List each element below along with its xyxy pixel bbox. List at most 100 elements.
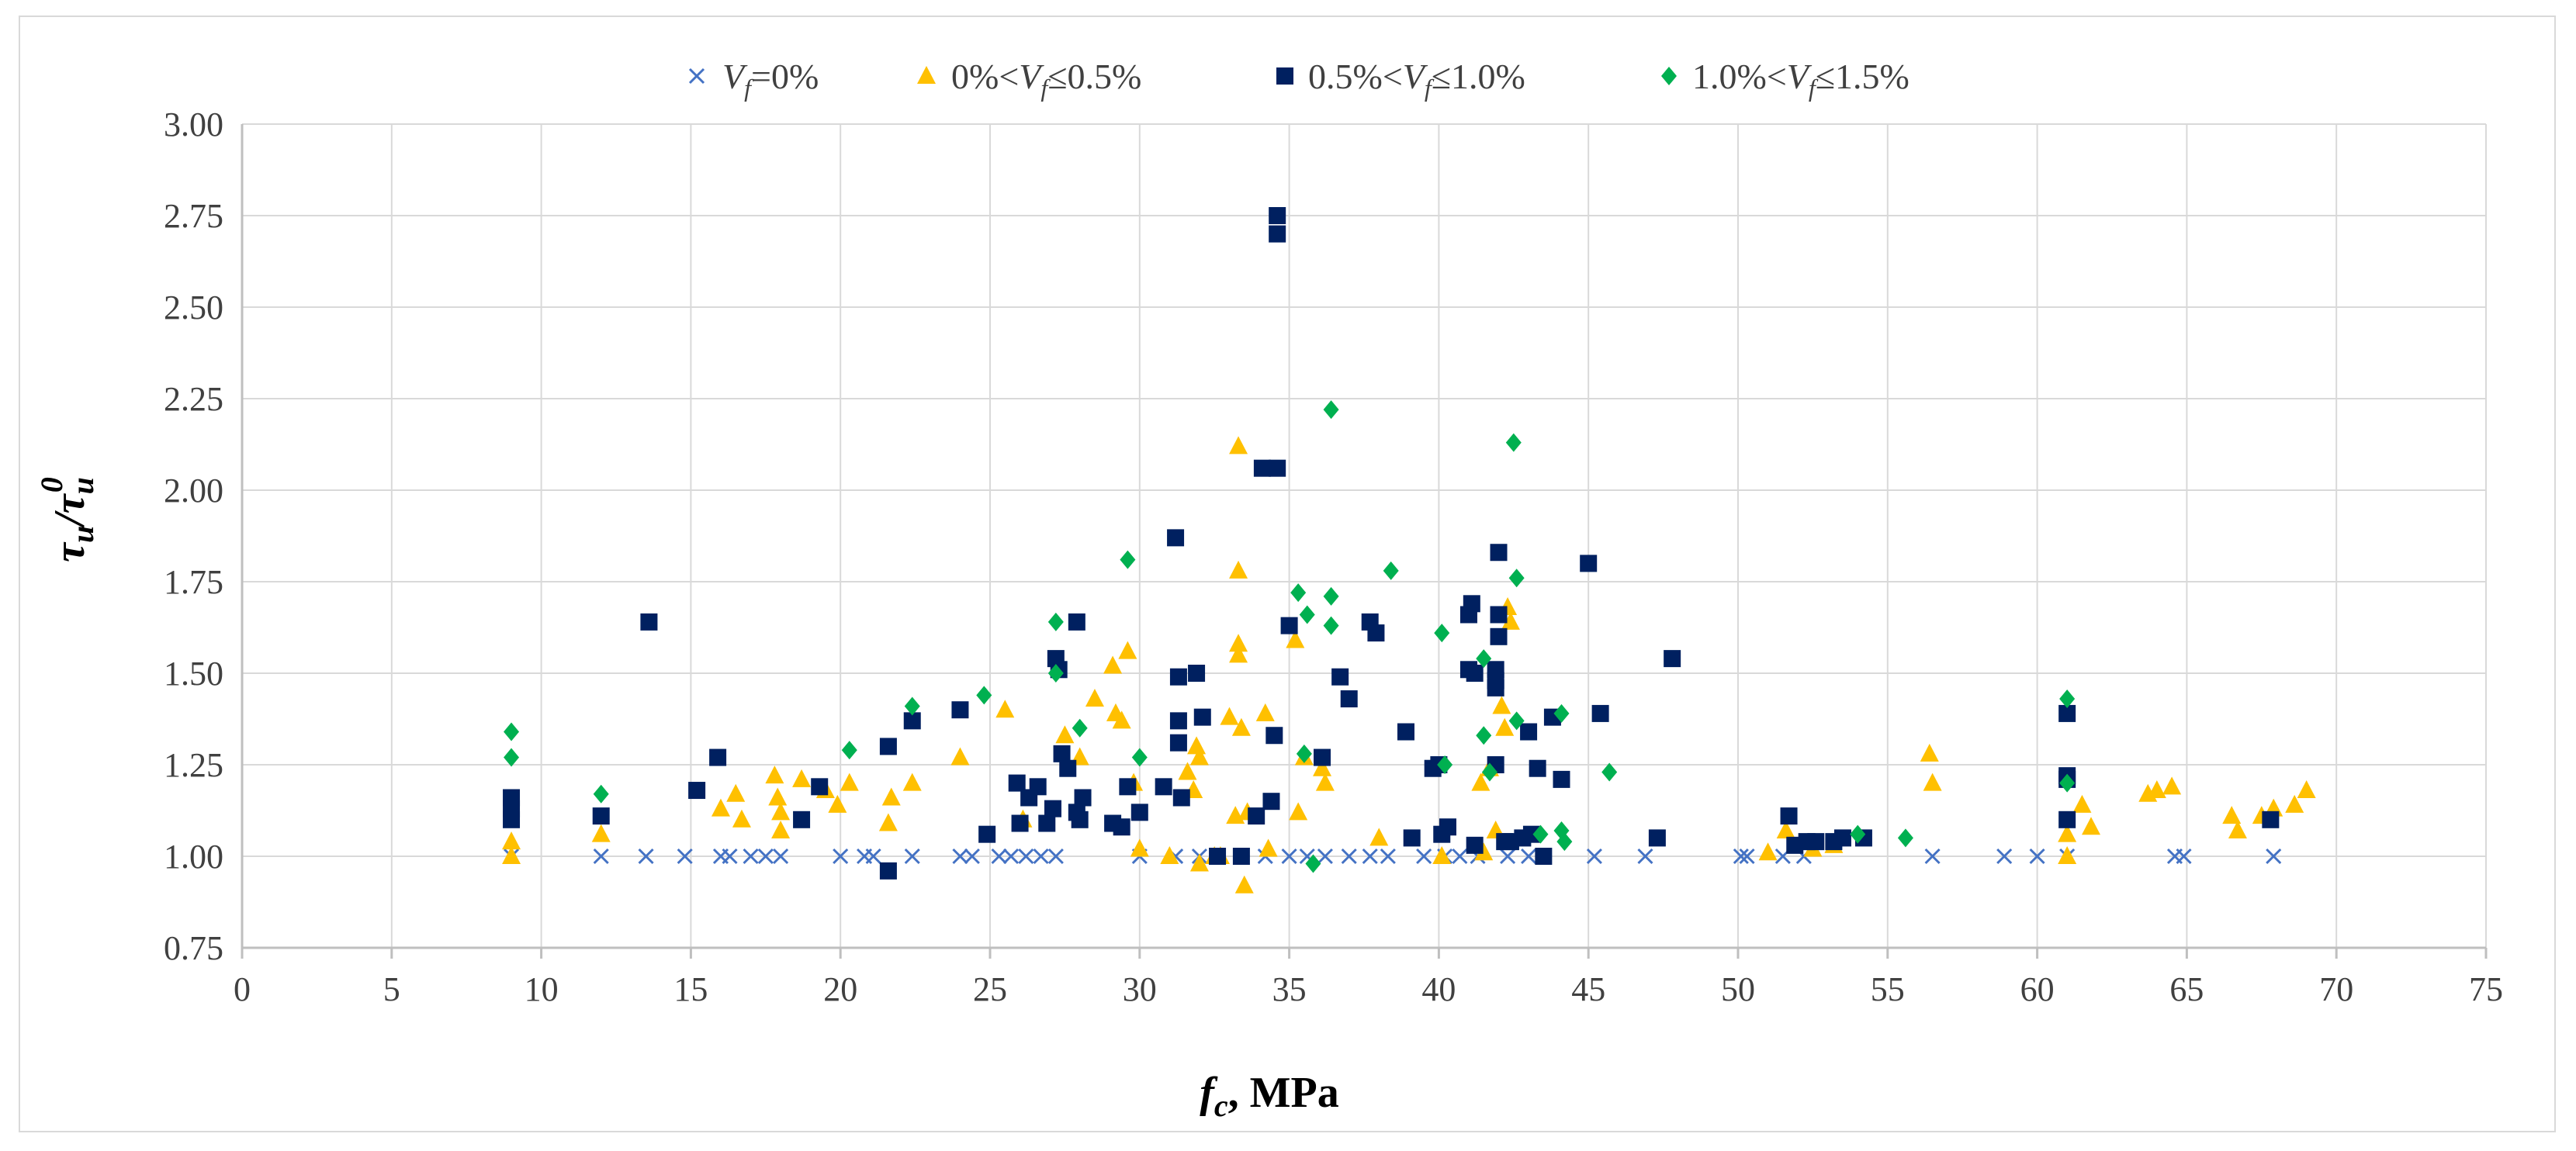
data-point [1758, 842, 1778, 861]
data-point [951, 701, 969, 719]
data-point [995, 700, 1015, 718]
x-stroke [964, 848, 980, 865]
data-point [1169, 712, 1187, 730]
x-stroke [2176, 848, 2192, 865]
data-point [640, 613, 658, 631]
data-point [991, 848, 1007, 865]
data-point [1112, 710, 1131, 729]
data-point [1521, 848, 1537, 865]
data-point [1160, 846, 1179, 864]
data-point [1033, 848, 1049, 865]
data-point [1229, 436, 1248, 455]
data-point [881, 787, 901, 806]
x-tick-label: 60 [2020, 970, 2055, 1008]
x-stroke [1033, 848, 1049, 865]
data-point [833, 848, 849, 865]
data-point [1780, 807, 1798, 825]
data-point [1340, 690, 1358, 708]
data-point [1296, 744, 1312, 763]
x-stroke [904, 848, 920, 865]
data-point [950, 747, 970, 766]
data-point [1281, 848, 1297, 865]
data-point [1248, 807, 1265, 825]
x-tick-label: 65 [2169, 970, 2204, 1008]
y-tick-label: 2.75 [164, 197, 223, 235]
data-point [1262, 793, 1280, 811]
data-point [841, 741, 857, 760]
data-point [1776, 820, 1795, 838]
data-point [1501, 611, 1520, 630]
y-axis-title: τu/τu0 [34, 477, 100, 562]
data-point [1265, 727, 1283, 745]
y-tick-label: 1.00 [164, 838, 223, 876]
data-point [1232, 848, 1250, 865]
data-point [1553, 770, 1570, 788]
data-point [1323, 616, 1339, 635]
x-stroke [757, 848, 774, 865]
data-point [2162, 776, 2182, 795]
x-tick-label: 45 [1571, 970, 1605, 1008]
x-axis-title: fc, MPa [1200, 1069, 1338, 1123]
data-point [591, 824, 611, 842]
data-point [1189, 853, 1209, 872]
data-point [1403, 829, 1421, 847]
data-point [1508, 569, 1525, 588]
data-point [1481, 762, 1497, 782]
data-point [1490, 627, 1508, 645]
data-point [2222, 806, 2242, 824]
data-point [1305, 854, 1321, 873]
data-point [1924, 848, 1941, 865]
data-point [2262, 811, 2280, 828]
x-stroke [1521, 848, 1537, 865]
data-point [2285, 794, 2304, 813]
data-point [1209, 848, 1227, 865]
x-stroke [1733, 848, 1749, 865]
data-point [1187, 736, 1207, 755]
data-point [1068, 613, 1085, 631]
data-point [1476, 726, 1492, 745]
data-point [1299, 605, 1315, 624]
x-stroke [1637, 848, 1653, 865]
data-point [1586, 848, 1602, 865]
y-tick-label: 3.00 [164, 105, 223, 143]
data-point [1053, 745, 1071, 762]
data-point [1471, 773, 1491, 791]
y-tick-label: 2.00 [164, 472, 223, 510]
data-point [1439, 818, 1456, 836]
legend-label-vf-0: Vf=0% [722, 57, 819, 102]
legend-label-vf-1.0-1.5: 1.0%<Vf≤1.5% [1692, 57, 1909, 102]
data-point [1474, 842, 1494, 861]
x-stroke [991, 848, 1007, 865]
data-point [2058, 704, 2076, 722]
data-point [711, 798, 730, 817]
legend-marker-shape [917, 66, 936, 84]
data-point [1155, 778, 1172, 796]
data-point [2058, 846, 2077, 864]
series-3 [504, 400, 2076, 873]
data-point [1637, 848, 1653, 865]
x-stroke [833, 848, 849, 865]
data-point [2058, 824, 2077, 842]
data-point [2058, 811, 2076, 828]
data-point [1269, 459, 1286, 477]
data-point [811, 778, 829, 796]
data-point [504, 722, 520, 741]
data-point [2228, 820, 2247, 838]
y-tick-label: 2.25 [164, 380, 223, 418]
data-point [722, 848, 738, 865]
data-point [1591, 704, 1609, 722]
data-point [1315, 773, 1335, 791]
data-point [1130, 838, 1149, 857]
data-point [677, 848, 693, 865]
x-stroke [1281, 848, 1297, 865]
x-stroke [1924, 848, 1941, 865]
data-point [1341, 848, 1357, 865]
data-point [1269, 225, 1286, 243]
scatter-chart: 0 5 10 15 20 25 30 35 40 45 50 55 60 65 70 75 0.75 1.00 1… [34, 57, 2503, 1123]
data-point [1452, 848, 1468, 865]
data-point [1601, 762, 1618, 782]
x-stroke [743, 848, 759, 865]
x-stroke [1380, 848, 1396, 865]
y-tick-label: 1.75 [164, 563, 223, 601]
x-stroke [865, 848, 881, 865]
